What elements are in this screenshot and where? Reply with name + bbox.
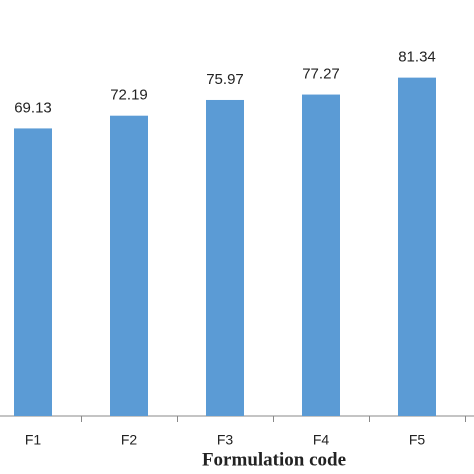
x-tick-label: F1 bbox=[25, 432, 42, 448]
bar bbox=[206, 99, 244, 417]
bar bbox=[14, 128, 52, 417]
data-label: 69.13 bbox=[14, 99, 52, 116]
x-tick-label: F2 bbox=[121, 432, 138, 448]
data-label: 81.34 bbox=[398, 49, 436, 66]
bar bbox=[110, 115, 148, 416]
bar bbox=[398, 77, 436, 416]
data-label: 75.97 bbox=[206, 71, 244, 88]
x-axis-title: Formulation code bbox=[202, 449, 346, 470]
data-label: 72.19 bbox=[110, 87, 148, 104]
x-tick-label: F5 bbox=[409, 432, 426, 448]
x-tick-label: F3 bbox=[217, 432, 234, 448]
bar bbox=[302, 94, 340, 417]
x-tick-label: F4 bbox=[313, 432, 330, 448]
data-label: 77.27 bbox=[302, 66, 340, 83]
